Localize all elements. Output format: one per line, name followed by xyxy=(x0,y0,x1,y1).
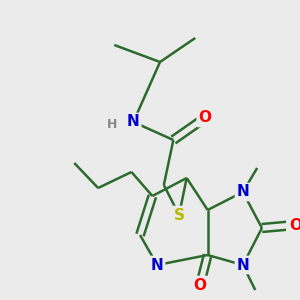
Text: O: O xyxy=(194,278,206,292)
Text: N: N xyxy=(151,257,164,272)
Text: S: S xyxy=(174,208,184,223)
Text: H: H xyxy=(107,118,118,130)
Text: O: O xyxy=(289,218,300,232)
Text: N: N xyxy=(236,257,249,272)
Text: N: N xyxy=(236,184,249,200)
Text: N: N xyxy=(127,115,140,130)
Text: O: O xyxy=(198,110,211,125)
